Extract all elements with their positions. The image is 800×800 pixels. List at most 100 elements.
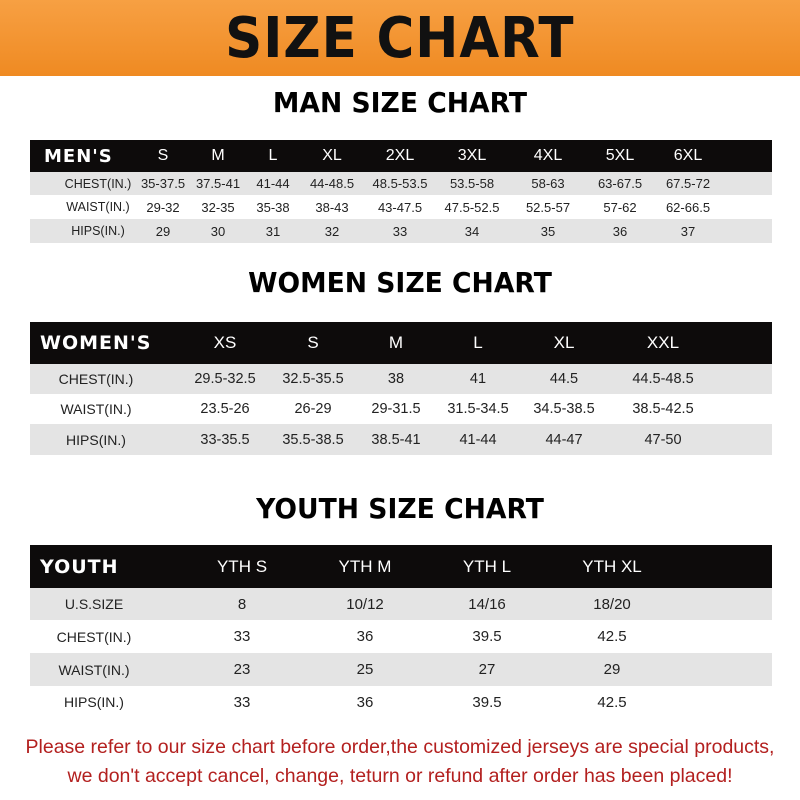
table-cell: 31.5-34.5 (447, 401, 509, 417)
size-header-cell: L (473, 333, 483, 352)
size-header-cell: YTH XL (582, 556, 642, 576)
table-cell: 26-29 (294, 401, 332, 417)
table-cell: 32.5-35.5 (282, 371, 344, 387)
youth-table-row: CHEST(IN.) 33 36 39.5 42.5 (30, 620, 772, 653)
table-cell: 37 (680, 223, 696, 239)
table-cell: 39.5 (472, 693, 502, 711)
table-cell: 41 (469, 371, 487, 387)
table-cell: 44.5-48.5 (632, 371, 694, 387)
table-cell: 29-32 (146, 199, 180, 215)
table-cell: 35.5-38.5 (282, 431, 344, 448)
size-header-cell: XXL (646, 333, 680, 352)
table-cell: 23 (233, 661, 251, 678)
measurement-label-cell: CHEST(IN.) (56, 628, 132, 645)
measurement-label-cell: CHEST(IN.) (64, 176, 132, 191)
size-header-cell: S (307, 333, 319, 352)
table-cell: 52.5-57 (525, 199, 571, 215)
table-cell: 35-37.5 (140, 176, 186, 191)
table-cell: 33 (233, 693, 251, 711)
table-cell: 44-47 (545, 431, 583, 448)
table-cell: 36 (356, 628, 374, 645)
size-header-cell: 6XL (673, 147, 703, 164)
table-cell: 48.5-53.5 (372, 176, 428, 191)
table-cell: 25 (356, 661, 374, 678)
size-header-cell: M (388, 333, 404, 352)
table-cell: 29.5-32.5 (194, 371, 256, 387)
table-title-cell: YOUTH (40, 555, 119, 578)
measurement-label-cell: WAIST(IN.) (66, 200, 130, 214)
table-cell: 18/20 (593, 595, 631, 613)
men-table-row: HIPS(IN.) 29 30 31 32 33 34 35 36 37 (30, 219, 772, 243)
table-cell: 27 (478, 661, 496, 678)
table-cell: 33 (392, 223, 408, 239)
men-table-row: WAIST(IN.) 29-32 32-35 35-38 38-43 43-47.5 47.… (30, 195, 772, 219)
table-cell: 29 (155, 223, 171, 239)
table-cell: 38-43 (315, 199, 349, 215)
table-cell: 42.5 (597, 628, 627, 645)
size-header-cell: 2XL (385, 147, 415, 164)
size-header-cell: 4XL (533, 147, 563, 164)
table-cell: 39.5 (472, 628, 502, 645)
size-header-cell: YTH S (216, 556, 268, 576)
size-chart-banner: SIZE CHART (0, 0, 800, 76)
table-cell: 36 (356, 693, 374, 711)
youth-table-row: U.S.SIZE 8 10/12 14/16 18/20 (30, 588, 772, 620)
men-section-title: MAN SIZE CHART (272, 86, 528, 119)
size-header-cell: XL (553, 333, 575, 352)
women-section-title: WOMEN SIZE CHART (248, 266, 552, 299)
notice-line-1: Please refer to our size chart before or… (25, 736, 775, 758)
table-title-cell: WOMEN'S (40, 332, 152, 354)
table-cell: 31 (265, 223, 281, 239)
table-cell: 47-50 (644, 431, 682, 448)
women-table-row: HIPS(IN.) 33-35.5 35.5-38.5 38.5-41 41-44 44-… (30, 424, 772, 455)
table-cell: 35-38 (256, 199, 290, 215)
table-cell: 43-47.5 (377, 199, 423, 215)
table-cell: 35 (540, 223, 556, 239)
size-header-cell: YTH M (338, 556, 392, 576)
women-table-row: CHEST(IN.) 29.5-32.5 32.5-35.5 38 41 44.5 44.5… (30, 364, 772, 394)
table-title-cell: MEN'S (44, 145, 113, 167)
women-header-row: WOMEN'S XS S M L XL XXL (30, 322, 772, 364)
size-header-cell: 3XL (457, 147, 487, 164)
table-cell: 41-44 (459, 431, 497, 448)
table-cell: 41-44 (256, 176, 290, 191)
table-cell: 63-67.5 (597, 176, 643, 191)
measurement-label-cell: U.S.SIZE (64, 596, 124, 612)
measurement-label-cell: HIPS(IN.) (71, 224, 125, 238)
table-cell: 37.5-41 (195, 176, 241, 191)
size-header-cell: 5XL (605, 147, 635, 164)
table-cell: 38 (387, 371, 405, 387)
table-cell: 32 (324, 223, 340, 239)
size-header-cell: XS (213, 333, 237, 352)
measurement-label-cell: HIPS(IN.) (66, 431, 126, 448)
table-cell: 38.5-41 (371, 431, 421, 448)
measurement-label-cell: WAIST(IN.) (58, 661, 130, 678)
table-cell: 8 (237, 595, 247, 613)
table-cell: 62-66.5 (665, 199, 711, 215)
men-size-table: MEN'S S M L XL 2XL 3XL 4XL 5XL 6XL CHEST(IN.) 35-37… (30, 140, 772, 243)
table-cell: 44-48.5 (309, 176, 355, 191)
table-cell: 29 (603, 661, 621, 678)
youth-table-row: HIPS(IN.) 33 36 39.5 42.5 (30, 686, 772, 718)
measurement-label-cell: HIPS(IN.) (64, 694, 124, 710)
table-cell: 38.5-42.5 (632, 401, 694, 417)
table-cell: 23.5-26 (200, 401, 250, 417)
table-cell: 44.5 (549, 371, 579, 387)
notice-line-2: we don't accept cancel, change, teturn o… (67, 765, 733, 787)
table-cell: 67.5-72 (665, 176, 711, 191)
table-cell: 14/16 (468, 595, 506, 613)
measurement-label-cell: CHEST(IN.) (58, 371, 134, 387)
size-header-cell: M (211, 147, 225, 164)
youth-table-row: WAIST(IN.) 23 25 27 29 (30, 653, 772, 686)
women-table-row: WAIST(IN.) 23.5-26 26-29 29-31.5 31.5-34.5 34… (30, 394, 772, 424)
table-cell: 29-31.5 (371, 401, 421, 417)
size-header-cell: XL (322, 147, 342, 164)
men-table-row: CHEST(IN.) 35-37.5 37.5-41 41-44 44-48.5 48.5… (30, 172, 772, 195)
table-cell: 30 (210, 223, 226, 239)
women-size-table: WOMEN'S XS S M L XL XXL CHEST(IN.) 29.5-32.5 32.5… (30, 322, 772, 455)
measurement-label-cell: WAIST(IN.) (60, 401, 132, 417)
table-cell: 33 (233, 628, 251, 645)
table-cell: 34 (464, 223, 480, 239)
table-cell: 34.5-38.5 (533, 401, 595, 417)
banner-title: SIZE CHART (225, 5, 575, 71)
